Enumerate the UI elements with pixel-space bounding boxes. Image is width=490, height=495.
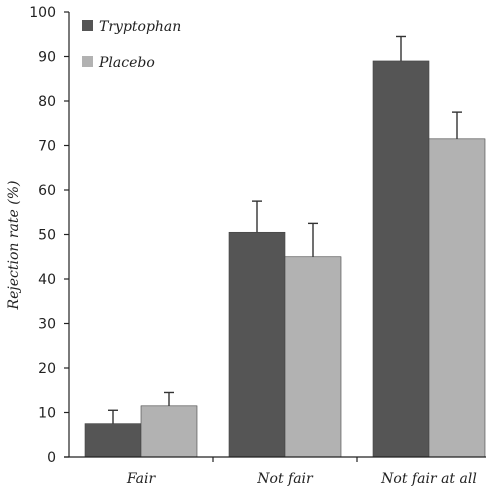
category-label: Not fair [256,471,314,487]
bar-tryptophan-1 [228,231,286,458]
bar-placebo-1 [284,256,342,458]
category-label: Fair [126,471,157,487]
bar-placebo-0 [140,405,198,458]
error-bars-layer [108,35,462,424]
legend-label-tryptophan: Tryptophan [99,19,181,35]
bars-layer [84,60,486,458]
legend-swatch-placebo [82,56,93,67]
y-ticks-layer: 0 10 20 30 40 50 60 70 80 90 100 [29,5,69,466]
y-tick-label: 0 [47,450,56,466]
y-tick-label: 90 [38,50,56,66]
y-tick-label: 40 [38,272,56,288]
y-tick-label: 70 [38,139,56,155]
y-tick-label: 100 [29,5,56,21]
bar-tryptophan-2 [372,60,430,458]
y-tick-label: 50 [38,228,56,244]
bar-placebo-2 [428,138,486,458]
category-labels-layer: Fair Not fair Not fair at all [126,457,477,487]
y-tick-label: 10 [38,406,56,422]
y-tick-label: 30 [38,317,56,333]
y-axis-title: Rejection rate (%) [6,181,22,311]
legend-swatch-tryptophan [82,20,93,31]
bar-tryptophan-0 [84,423,142,458]
y-tick-label: 80 [38,94,56,110]
legend: Tryptophan Placebo [82,19,181,71]
y-tick-label: 20 [38,361,56,377]
category-label: Not fair at all [380,471,477,487]
y-tick-label: 60 [38,183,56,199]
legend-label-placebo: Placebo [98,55,155,71]
